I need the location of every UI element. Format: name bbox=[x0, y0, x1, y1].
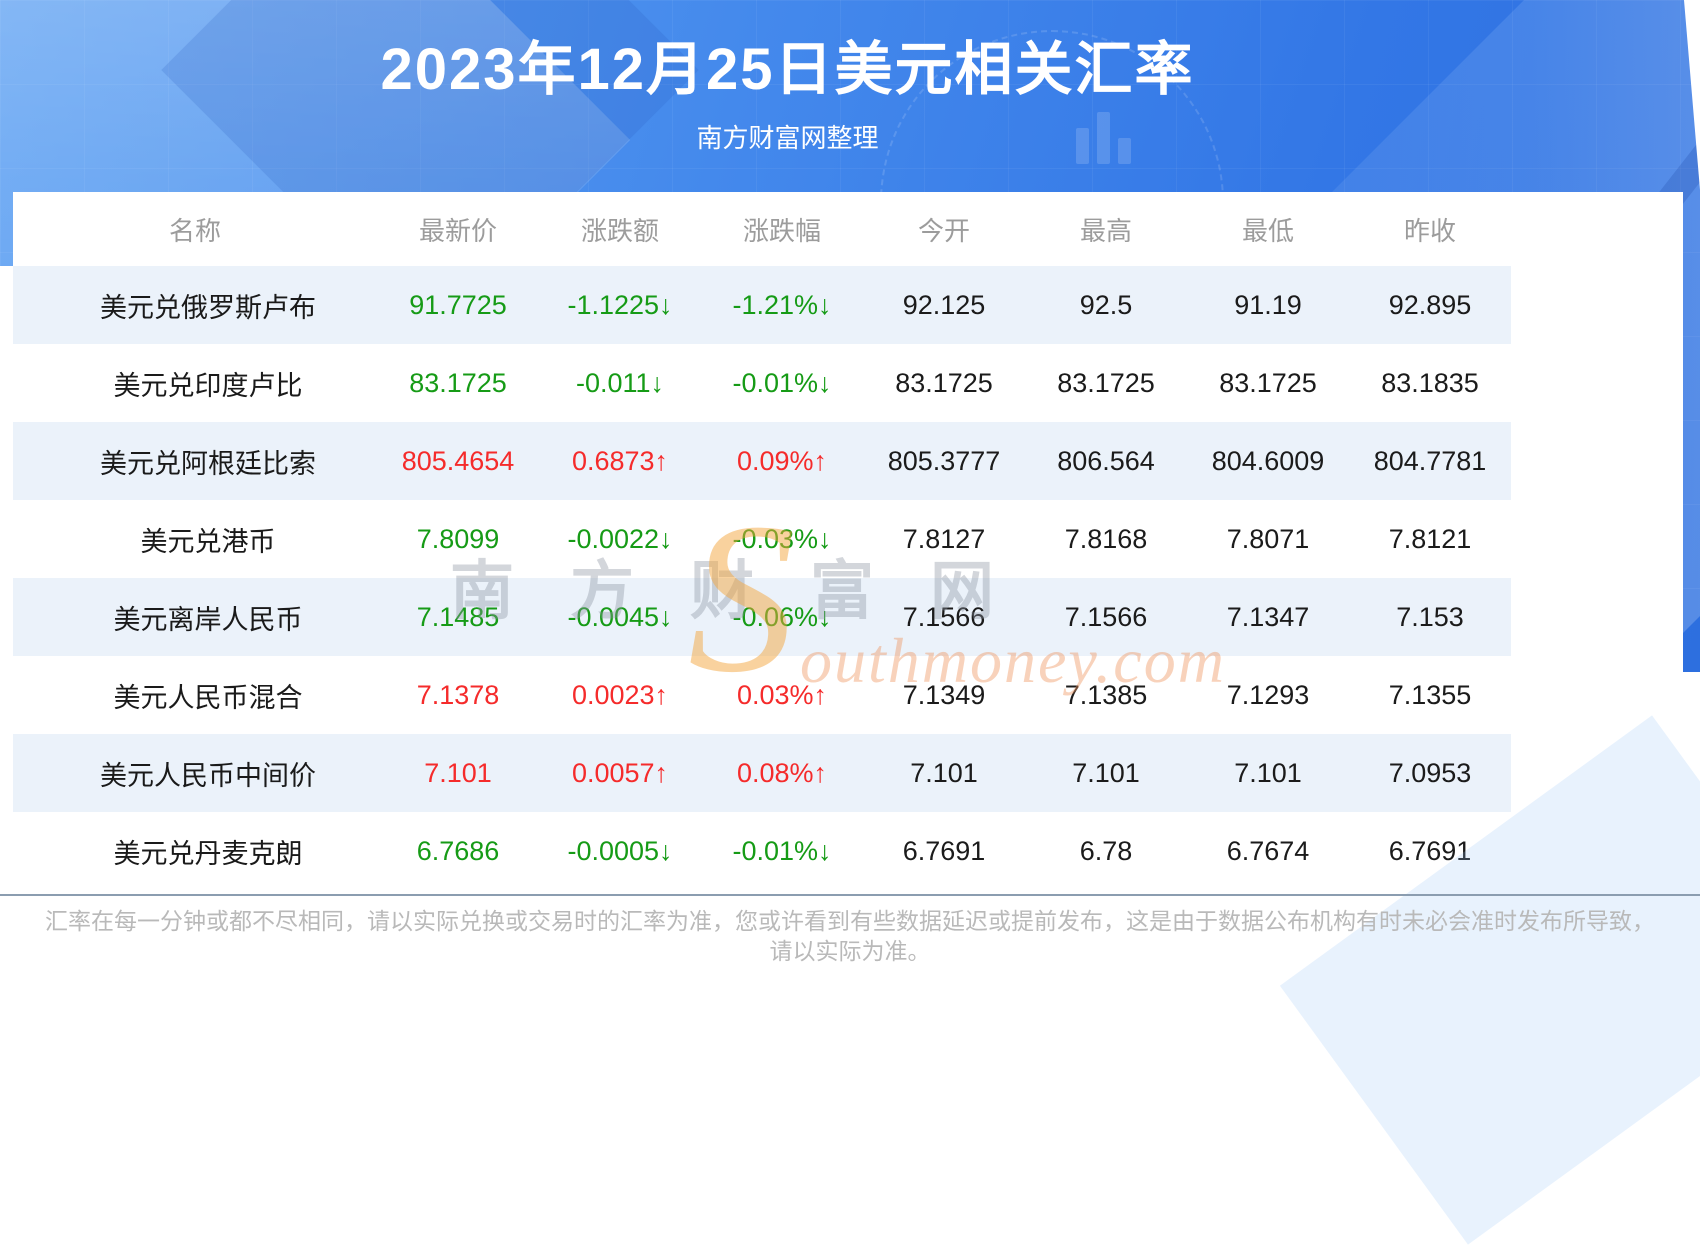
low-price: 7.1347 bbox=[1187, 578, 1349, 656]
low-price: 7.8071 bbox=[1226, 523, 1310, 554]
change-amount: 0.6873↑ bbox=[539, 422, 701, 500]
col-header-open: 今开 bbox=[917, 215, 970, 246]
open-price: 92.125 bbox=[863, 266, 1025, 344]
latest-price: 91.7725 bbox=[377, 266, 539, 344]
prev-close-price: 804.7781 bbox=[1349, 422, 1511, 500]
low-price: 804.6009 bbox=[1187, 422, 1349, 500]
prev-close-price: 7.153 bbox=[1349, 578, 1511, 656]
col-header-high: 最高 bbox=[1079, 215, 1132, 246]
change-amount: 0.0057↑ bbox=[539, 734, 701, 812]
pair-name: 美元兑丹麦克朗 bbox=[113, 838, 303, 869]
col-header-low: 最低 bbox=[1241, 215, 1294, 246]
col-header-name: 名称 bbox=[168, 215, 221, 246]
prev-close-price: 7.0953 bbox=[1349, 734, 1511, 812]
table-row: 美元兑丹麦克朗 6.7686 -0.0005↓ -0.01%↓ 6.7691 6… bbox=[13, 812, 1511, 890]
exchange-rates-table: 名称 最新价 涨跌额 涨跌幅 今开 最高 最低 昨收 美元兑俄罗斯卢布 91.7… bbox=[13, 192, 1511, 890]
pair-name: 美元兑俄罗斯卢布 bbox=[13, 266, 377, 344]
low-price: 83.1725 bbox=[1219, 367, 1317, 398]
open-price: 7.8127 bbox=[902, 523, 986, 554]
latest-price: 83.1725 bbox=[409, 367, 507, 398]
low-price: 6.7674 bbox=[1226, 835, 1310, 866]
pair-name: 美元人民币中间价 bbox=[13, 734, 377, 812]
page-title: 2023年12月25日美元相关汇率 bbox=[380, 37, 1195, 102]
pair-name: 美元兑港币 bbox=[140, 526, 276, 557]
table-row: 美元兑港币 7.8099 -0.0022↓ -0.03%↓ 7.8127 7.8… bbox=[13, 500, 1511, 578]
latest-price: 6.7686 bbox=[416, 835, 500, 866]
table-row: 美元兑阿根廷比索 805.4654 0.6873↑ 0.09%↑ 805.377… bbox=[13, 422, 1511, 500]
col-header-change: 涨跌额 bbox=[580, 215, 659, 246]
high-price: 83.1725 bbox=[1057, 367, 1155, 398]
table-row: 美元兑俄罗斯卢布 91.7725 -1.1225↓ -1.21%↓ 92.125… bbox=[13, 266, 1511, 344]
pair-name: 美元离岸人民币 bbox=[13, 578, 377, 656]
open-price: 805.3777 bbox=[863, 422, 1025, 500]
prev-close-price: 7.8121 bbox=[1388, 523, 1472, 554]
table-row: 美元人民币中间价 7.101 0.0057↑ 0.08%↑ 7.101 7.10… bbox=[13, 734, 1511, 812]
change-percent: -0.06%↓ bbox=[701, 578, 863, 656]
candle-bar-decoration bbox=[1118, 138, 1131, 164]
table-row: 美元人民币混合 7.1378 0.0023↑ 0.03%↑ 7.1349 7.1… bbox=[13, 656, 1511, 734]
change-percent: -0.01%↓ bbox=[732, 835, 832, 866]
table-row: 美元兑印度卢比 83.1725 -0.011↓ -0.01%↓ 83.1725 … bbox=[13, 344, 1511, 422]
low-price: 91.19 bbox=[1187, 266, 1349, 344]
high-price: 7.101 bbox=[1025, 734, 1187, 812]
latest-price: 7.1485 bbox=[377, 578, 539, 656]
change-percent: 0.09%↑ bbox=[701, 422, 863, 500]
col-header-change-pct: 涨跌幅 bbox=[742, 215, 821, 246]
change-percent: 0.03%↑ bbox=[736, 679, 828, 710]
high-price: 7.8168 bbox=[1064, 523, 1148, 554]
change-amount: -0.0005↓ bbox=[567, 835, 673, 866]
open-price: 7.101 bbox=[863, 734, 1025, 812]
change-percent: 0.08%↑ bbox=[701, 734, 863, 812]
candle-bar-decoration bbox=[1097, 112, 1110, 164]
prev-close-price: 6.7691 bbox=[1388, 835, 1472, 866]
latest-price: 7.101 bbox=[377, 734, 539, 812]
pair-name: 美元人民币混合 bbox=[113, 682, 303, 713]
change-percent: -0.03%↓ bbox=[732, 523, 832, 554]
low-price: 7.1293 bbox=[1226, 679, 1310, 710]
high-price: 806.564 bbox=[1025, 422, 1187, 500]
footer-divider bbox=[0, 894, 1700, 896]
change-amount: -0.011↓ bbox=[575, 367, 665, 398]
change-amount: -0.0022↓ bbox=[567, 523, 673, 554]
pair-name: 美元兑印度卢比 bbox=[113, 370, 303, 401]
high-price: 6.78 bbox=[1079, 835, 1133, 866]
open-price: 6.7691 bbox=[902, 835, 986, 866]
prev-close-price: 92.895 bbox=[1349, 266, 1511, 344]
open-price: 7.1349 bbox=[902, 679, 986, 710]
change-amount: -0.0045↓ bbox=[539, 578, 701, 656]
latest-price: 7.1378 bbox=[416, 679, 500, 710]
high-price: 92.5 bbox=[1025, 266, 1187, 344]
open-price: 7.1566 bbox=[863, 578, 1025, 656]
prev-close-price: 83.1835 bbox=[1381, 367, 1479, 398]
high-price: 7.1385 bbox=[1064, 679, 1148, 710]
candle-bar-decoration bbox=[1076, 128, 1089, 164]
rates-table-card: 名称 最新价 涨跌额 涨跌幅 今开 最高 最低 昨收 美元兑俄罗斯卢布 91.7… bbox=[13, 192, 1683, 890]
footer-disclaimer: 汇率在每一分钟或都不尽相同，请以实际兑换或交易时的汇率为准，您或许看到有些数据延… bbox=[0, 906, 1700, 966]
change-percent: -1.21%↓ bbox=[701, 266, 863, 344]
open-price: 83.1725 bbox=[895, 367, 993, 398]
footer-disclaimer-line1: 汇率在每一分钟或都不尽相同，请以实际兑换或交易时的汇率为准，您或许看到有些数据延… bbox=[45, 908, 1655, 934]
change-amount: -1.1225↓ bbox=[539, 266, 701, 344]
page-subtitle: 南方财富网整理 bbox=[696, 123, 879, 153]
low-price: 7.101 bbox=[1187, 734, 1349, 812]
table-header-row: 名称 最新价 涨跌额 涨跌幅 今开 最高 最低 昨收 bbox=[13, 192, 1511, 266]
latest-price: 7.8099 bbox=[416, 523, 500, 554]
latest-price: 805.4654 bbox=[377, 422, 539, 500]
table-row: 美元离岸人民币 7.1485 -0.0045↓ -0.06%↓ 7.1566 7… bbox=[13, 578, 1511, 656]
change-percent: -0.01%↓ bbox=[732, 367, 832, 398]
prev-close-price: 7.1355 bbox=[1388, 679, 1472, 710]
col-header-prev-close: 昨收 bbox=[1403, 215, 1456, 246]
footer-disclaimer-line2: 请以实际为准。 bbox=[769, 938, 931, 964]
change-amount: 0.0023↑ bbox=[571, 679, 669, 710]
pair-name: 美元兑阿根廷比索 bbox=[13, 422, 377, 500]
high-price: 7.1566 bbox=[1025, 578, 1187, 656]
col-header-latest: 最新价 bbox=[418, 215, 497, 246]
